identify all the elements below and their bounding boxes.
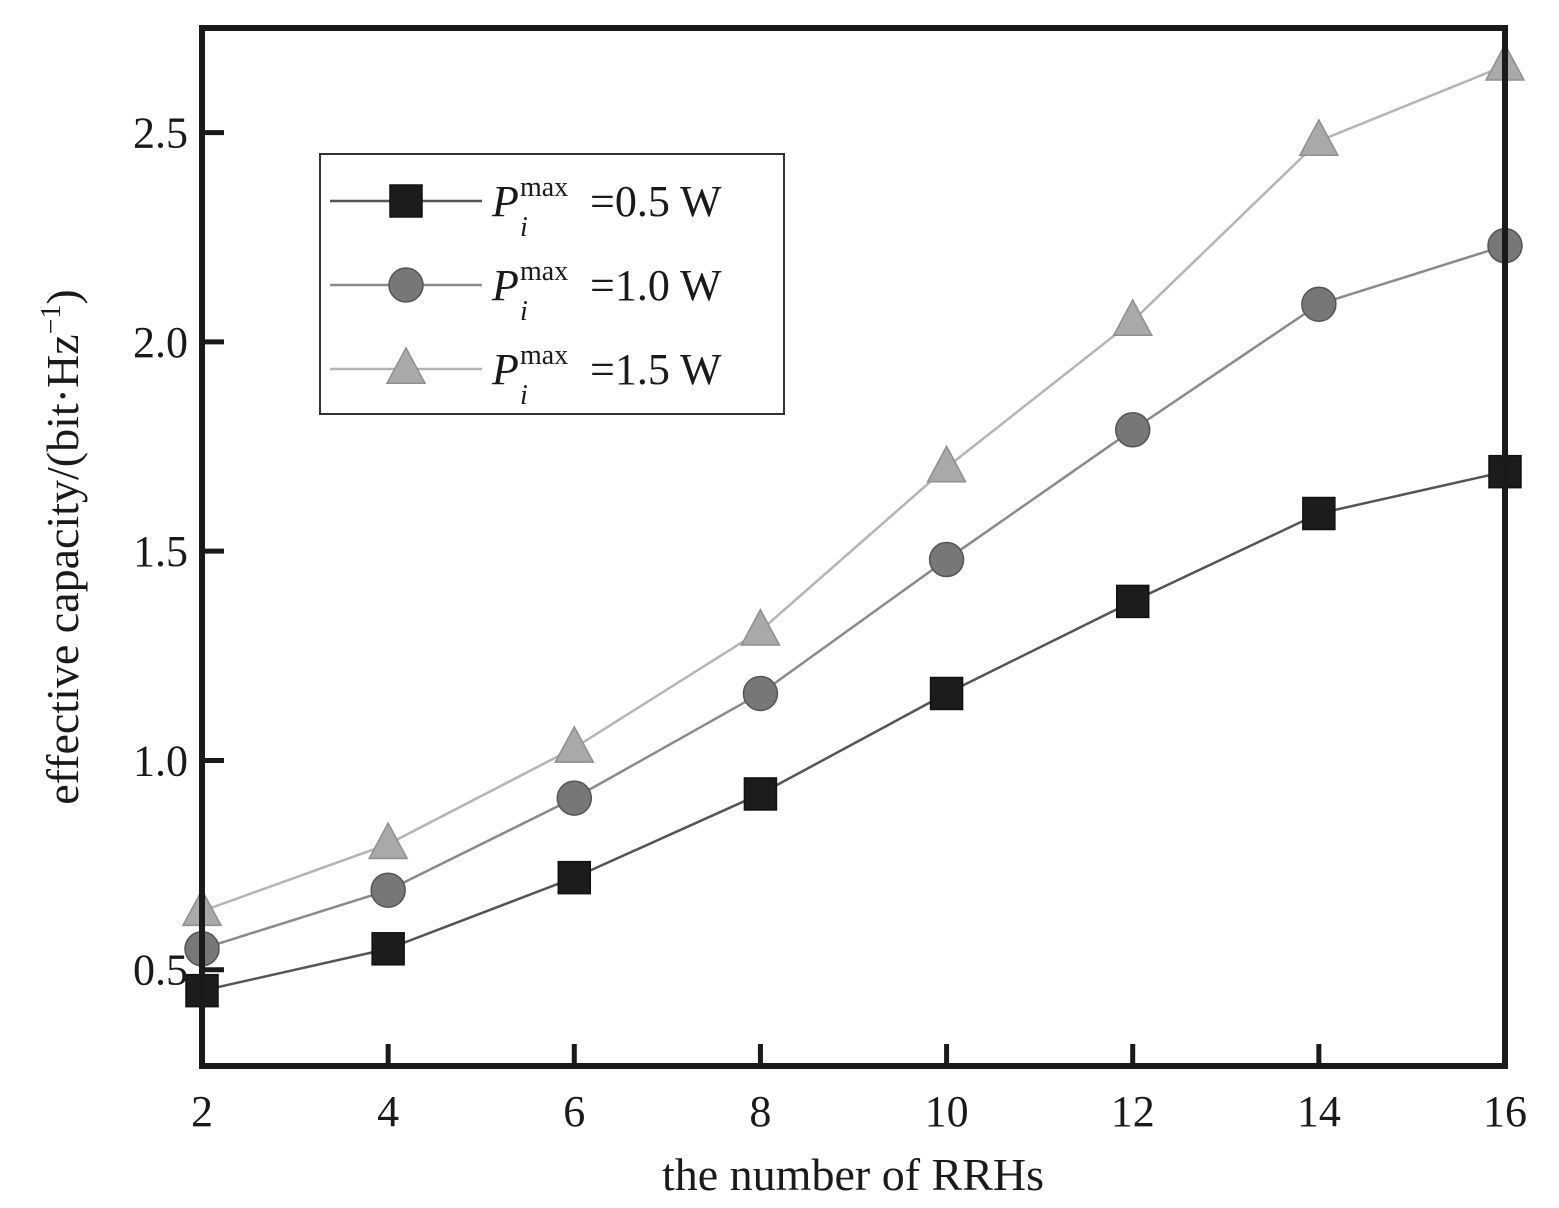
- y-axis-label: effective capacity/(bit·Hz−1): [36, 289, 88, 805]
- series-triangle: [181, 43, 1526, 927]
- legend-superscript: max: [520, 340, 568, 371]
- data-point-circle-x8: [742, 675, 779, 712]
- data-point-circle-x10: [928, 541, 965, 578]
- legend-value: =1.5 W: [590, 345, 722, 394]
- data-point-triangle-x14: [1298, 118, 1340, 157]
- x-tick-label-10: 10: [925, 1087, 969, 1136]
- legend-superscript: max: [520, 256, 568, 287]
- x-tick-label-8: 8: [749, 1087, 771, 1136]
- x-tick-label-16: 16: [1483, 1087, 1527, 1136]
- legend-marker-circle: [388, 267, 424, 303]
- legend-marker-square: [389, 184, 423, 218]
- legend-item-triangle: Pmax i =1.5 W: [330, 340, 722, 411]
- data-point-circle-x14: [1301, 286, 1337, 322]
- series-line-circle: [201, 244, 1506, 950]
- x-axis-ticks: 2 4 6 8 10 12 14 16: [191, 1044, 1527, 1136]
- y-tick-label-0: 0.5: [133, 946, 188, 995]
- legend-subscript: i: [520, 296, 528, 327]
- legend-value: =0.5 W: [590, 177, 722, 226]
- legend-label-triangle: Pmax i =1.5 W: [491, 340, 722, 411]
- legend-label-circle: Pmax i =1.0 W: [491, 256, 722, 327]
- y-axis-ticks: 0.5 1.0 1.5 2.0 2.5: [133, 109, 224, 995]
- legend-items: Pmax i =0.5 W Pmax i =1.0 W Pmax i =1.5 W: [330, 172, 722, 411]
- legend: Pmax i =0.5 W Pmax i =1.0 W Pmax i =1.5 W: [319, 153, 785, 415]
- data-point-square-x10: [929, 676, 964, 711]
- y-axis-label-main: effective capacity/(bit·Hz: [37, 334, 88, 804]
- legend-label-square: Pmax i =0.5 W: [491, 172, 722, 243]
- series-layer: [181, 43, 1526, 1008]
- series-line-triangle: [201, 64, 1506, 913]
- data-point-circle-x6: [556, 780, 593, 816]
- data-point-square-x14: [1302, 496, 1336, 531]
- legend-item-square: Pmax i =0.5 W: [330, 172, 722, 243]
- legend-superscript: max: [520, 172, 568, 203]
- legend-item-circle: Pmax i =1.0 W: [330, 256, 722, 327]
- legend-subscript: i: [520, 380, 528, 411]
- y-tick-label-2: 1.5: [133, 527, 188, 576]
- x-tick-label-12: 12: [1111, 1087, 1155, 1136]
- data-point-triangle-x8: [740, 608, 781, 646]
- data-point-square-x12: [1115, 584, 1150, 619]
- legend-symbol: P: [491, 177, 519, 226]
- y-axis-label-exponent: −1: [36, 305, 67, 335]
- x-axis-label: the number of RRHs: [662, 1149, 1044, 1200]
- series-line-square: [201, 470, 1506, 992]
- plot-frame: [199, 25, 1508, 1069]
- y-tick-label-3: 2.0: [133, 318, 188, 367]
- y-tick-label-1: 1.0: [133, 736, 188, 785]
- x-tick-label-14: 14: [1297, 1087, 1341, 1136]
- data-point-circle-x12: [1114, 412, 1151, 448]
- legend-symbol: P: [491, 345, 519, 394]
- y-axis-label-close: ): [37, 289, 88, 304]
- plot-area: 2 4 6 8 10 12 14 16 0.5 1.0 1.5 2.0 2.5: [133, 25, 1527, 1136]
- legend-value: =1.0 W: [590, 261, 722, 310]
- data-point-circle-x4: [370, 872, 406, 908]
- legend-marker-triangle: [385, 346, 427, 385]
- legend-subscript: i: [520, 212, 528, 243]
- y-tick-label-4: 2.5: [133, 109, 188, 158]
- data-point-triangle-x4: [367, 821, 409, 860]
- x-tick-label-2: 2: [191, 1087, 213, 1136]
- data-point-triangle-x6: [554, 725, 595, 763]
- data-point-triangle-x10: [926, 444, 967, 483]
- data-point-square-x8: [743, 777, 778, 811]
- legend-symbol: P: [491, 261, 519, 310]
- x-tick-label-4: 4: [377, 1087, 399, 1136]
- data-point-triangle-x12: [1112, 298, 1153, 337]
- series-square: [185, 454, 1522, 1008]
- data-point-square-x6: [557, 860, 592, 895]
- data-point-square-x4: [371, 932, 405, 966]
- x-tick-label-6: 6: [563, 1087, 585, 1136]
